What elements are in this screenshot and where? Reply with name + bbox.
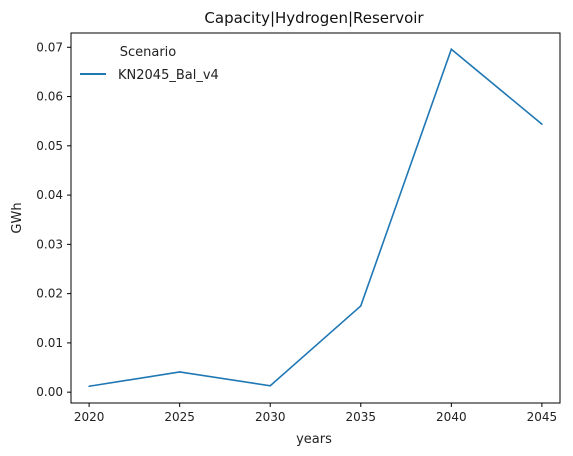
y-tick-label-0.07: 0.07 — [36, 40, 63, 54]
x-tick-label-2035: 2035 — [346, 410, 377, 424]
y-tick-label-0.02: 0.02 — [36, 287, 63, 301]
chart-title: Capacity|Hydrogen|Reservoir — [204, 9, 424, 27]
x-axis: 2020 2025 2030 2035 2040 2045 — [74, 403, 557, 424]
data-point-2030 — [269, 384, 272, 387]
series-layer — [88, 47, 543, 388]
x-tick-label-2020: 2020 — [74, 410, 105, 424]
data-point-2020 — [88, 385, 90, 388]
plot-area — [70, 32, 561, 404]
data-point-2025 — [178, 371, 181, 373]
x-tick-label-2045: 2045 — [527, 410, 558, 424]
data-point-2040 — [450, 48, 453, 51]
legend: Scenario KN2045_Bal_v4 — [80, 45, 219, 83]
plot-frame — [70, 32, 561, 404]
y-axis: 0.00 0.01 0.02 0.03 0.04 0.05 0.06 0.07 — [36, 40, 71, 399]
legend-title: Scenario — [120, 45, 177, 60]
data-point-2045 — [541, 123, 543, 125]
series-line-kn2045-bal-v4 — [88, 47, 543, 388]
y-tick-label-0.06: 0.06 — [36, 90, 63, 104]
y-tick-label-0.04: 0.04 — [36, 188, 63, 202]
x-tick-label-2030: 2030 — [255, 410, 286, 424]
y-tick-label-0.05: 0.05 — [36, 139, 63, 153]
y-axis-label: GWh — [10, 202, 25, 233]
data-point-2035 — [359, 305, 362, 307]
legend-entry-kn2045-bal-v4: KN2045_Bal_v4 — [118, 68, 219, 83]
x-tick-label-2025: 2025 — [164, 410, 195, 424]
y-tick-label-0.01: 0.01 — [36, 336, 63, 350]
x-tick-label-2040: 2040 — [436, 410, 467, 424]
y-tick-label-0.03: 0.03 — [36, 237, 63, 251]
x-axis-label: years — [296, 432, 332, 447]
y-tick-label-0.00: 0.00 — [36, 385, 63, 399]
